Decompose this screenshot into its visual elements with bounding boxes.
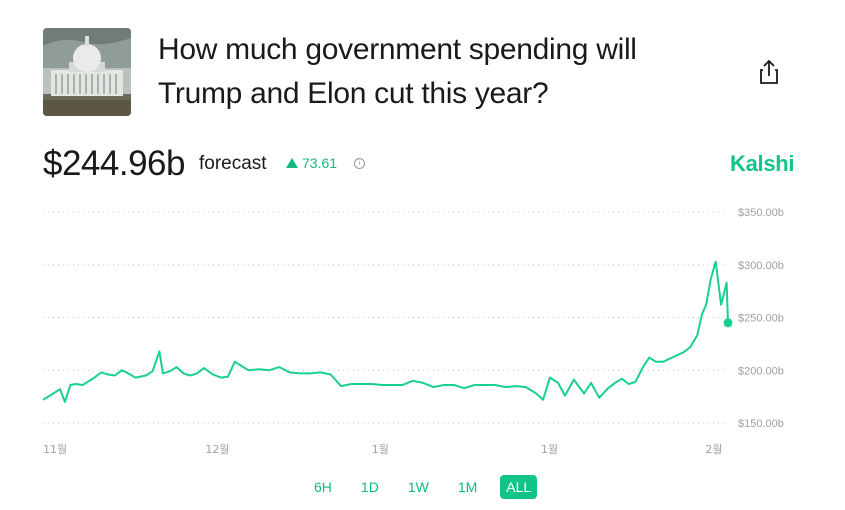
x-tick-label: 12월	[205, 443, 229, 456]
market-thumbnail	[43, 28, 131, 116]
change-value: 73.61	[302, 155, 338, 171]
range-6h[interactable]: 6H	[314, 479, 332, 495]
x-tick-label: 1월	[372, 443, 389, 456]
forecast-value: $244.96b	[43, 144, 185, 183]
range-all[interactable]: ALL	[500, 475, 538, 499]
change-indicator: 73.61	[286, 155, 337, 171]
range-1w[interactable]: 1W	[407, 479, 429, 495]
range-1d[interactable]: 1D	[360, 479, 379, 495]
series-line	[42, 260, 729, 403]
y-tick-label: $350.00b	[738, 207, 784, 219]
market-title: How much government spending will Trump …	[158, 33, 637, 110]
brand-logo[interactable]: Kalshi	[730, 151, 795, 176]
capitol-image	[43, 28, 131, 116]
x-tick-label: 11월	[43, 443, 67, 456]
y-tick-label: $200.00b	[738, 365, 784, 377]
range-1m[interactable]: 1M	[457, 479, 478, 495]
current-point	[723, 318, 733, 328]
range-selector: 6H 1D 1W 1M ALL	[308, 475, 554, 499]
x-tick-label: 2월	[705, 443, 722, 456]
triangle-up-icon	[286, 158, 298, 168]
forecast-label: forecast	[199, 153, 267, 174]
share-button[interactable]	[756, 58, 782, 86]
y-tick-label: $250.00b	[738, 313, 784, 325]
share-icon	[760, 60, 778, 84]
y-tick-label: $150.00b	[738, 418, 784, 430]
x-tick-label: 1월	[541, 443, 558, 456]
y-tick-label: $300.00b	[738, 260, 784, 272]
price-chart: $150.00b $200.00b $250.00b $300.00b $350.00b…	[42, 207, 784, 456]
info-icon[interactable]: i	[354, 158, 365, 169]
